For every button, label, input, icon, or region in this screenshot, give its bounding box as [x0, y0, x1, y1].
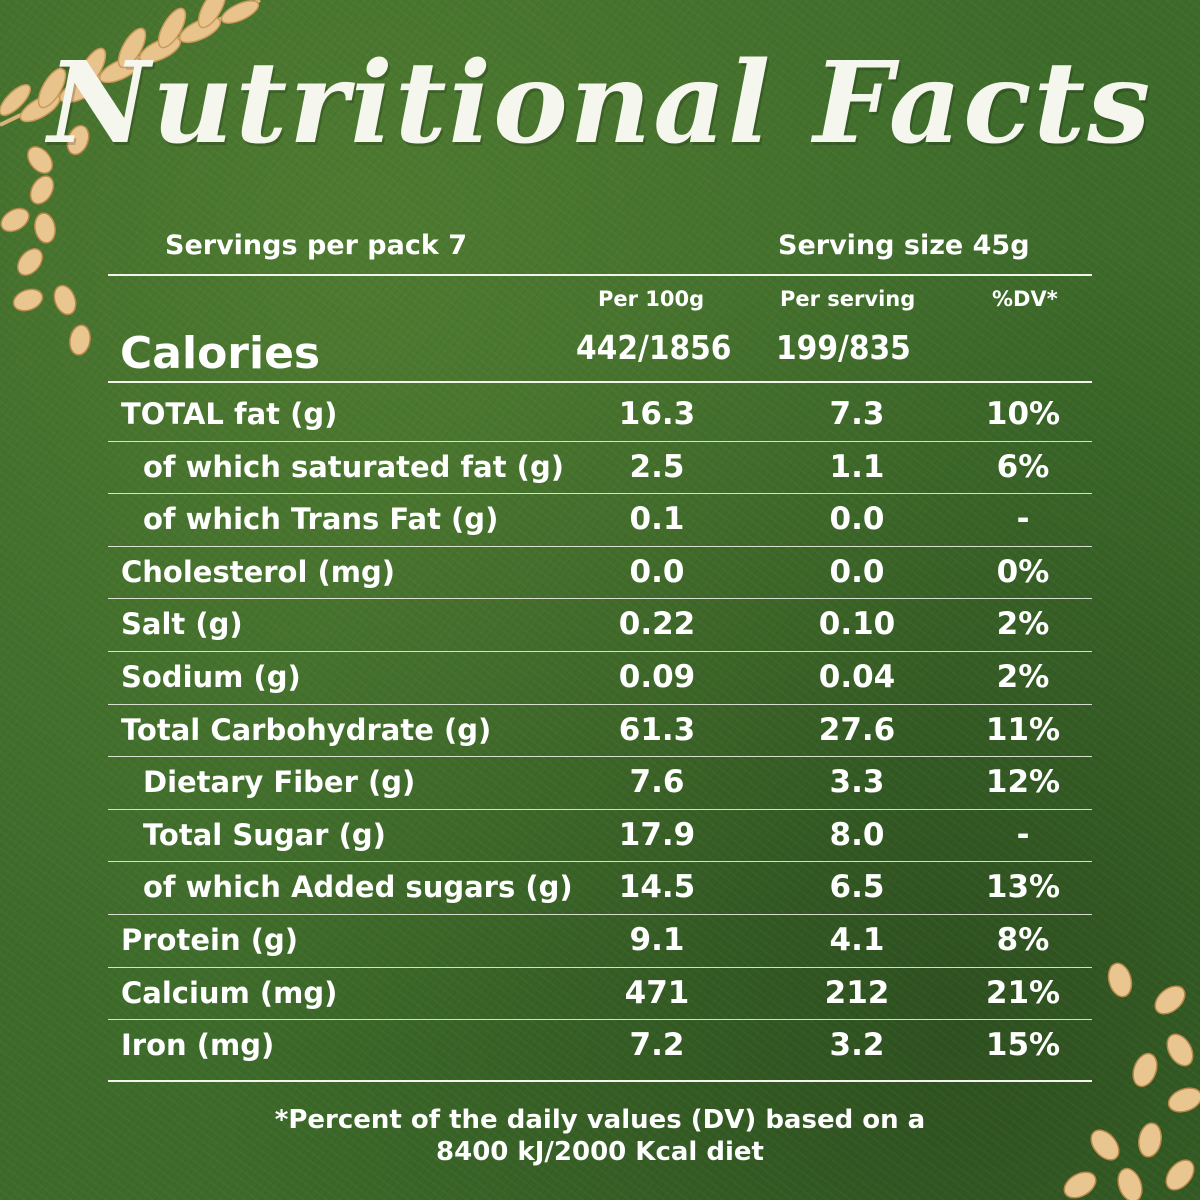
nutrient-label: Total Carbohydrate (g): [121, 712, 492, 747]
value-per-serving: 3.3: [829, 764, 885, 801]
nutrient-label: of which Added sugars (g): [143, 870, 573, 905]
value-dv: 2%: [996, 606, 1050, 643]
footnote-line-2: 8400 kJ/2000 Kcal diet: [436, 1137, 764, 1167]
value-per-100g: 0.1: [629, 501, 685, 538]
column-header-per-100g: Per 100g: [598, 287, 705, 311]
value-per-100g: 14.5: [618, 869, 696, 906]
calories-per-100g: 442/1856: [576, 328, 732, 367]
value-dv: 21%: [985, 974, 1061, 1011]
divider-bottom: [108, 1080, 1092, 1082]
value-per-serving: 4.1: [829, 922, 885, 958]
nutrient-label: of which saturated fat (g): [143, 449, 564, 484]
nutrient-label: Calcium (mg): [121, 975, 338, 1010]
nutrient-label: Dietary Fiber (g): [143, 765, 416, 800]
value-per-100g: 471: [624, 974, 690, 1011]
nutrient-label: Protein (g): [121, 923, 298, 957]
footnote: *Percent of the daily values (DV) based …: [0, 1104, 1200, 1168]
value-per-serving: 8.0: [829, 816, 885, 853]
value-per-serving: 212: [824, 974, 890, 1011]
divider-calories: [108, 381, 1092, 383]
value-dv: 6%: [996, 448, 1050, 485]
value-per-serving: 7.3: [829, 396, 885, 432]
divider-header: [108, 274, 1092, 276]
row-divider: [108, 651, 1092, 652]
value-dv: 11%: [985, 711, 1061, 748]
value-per-serving: 0.04: [818, 659, 896, 695]
value-dv: 2%: [996, 659, 1050, 695]
column-header-per-serving: Per serving: [780, 287, 916, 311]
value-per-serving: 0.0: [829, 501, 885, 538]
row-divider: [108, 809, 1092, 810]
value-dv: 12%: [985, 764, 1061, 801]
row-divider: [108, 704, 1092, 705]
row-divider: [108, 756, 1092, 757]
value-per-100g: 16.3: [618, 396, 696, 432]
value-per-serving: 6.5: [829, 869, 885, 906]
row-divider: [108, 967, 1092, 968]
servings-per-pack: Servings per pack 7: [165, 230, 467, 261]
value-per-serving: 0.0: [829, 553, 885, 590]
value-per-100g: 9.1: [629, 922, 685, 958]
value-per-100g: 0.09: [618, 659, 696, 695]
value-per-100g: 17.9: [618, 816, 696, 853]
value-per-100g: 7.6: [629, 764, 685, 801]
row-divider: [108, 598, 1092, 599]
value-dv: -: [1016, 816, 1030, 853]
value-per-100g: 7.2: [629, 1027, 685, 1064]
value-dv: -: [1016, 501, 1030, 538]
row-divider: [108, 493, 1092, 494]
value-per-100g: 0.22: [618, 606, 696, 643]
value-per-100g: 61.3: [618, 711, 696, 748]
row-divider: [108, 914, 1092, 915]
nutrient-label: Iron (mg): [121, 1028, 275, 1063]
page-title: Nutritional Facts: [47, 38, 1153, 169]
nutrient-label: of which Trans Fat (g): [143, 502, 499, 537]
column-header-dv: %DV*: [992, 287, 1058, 311]
row-divider: [108, 546, 1092, 547]
nutrient-label: TOTAL fat (g): [121, 397, 338, 431]
value-per-serving: 1.1: [829, 448, 885, 485]
row-divider: [108, 1019, 1092, 1020]
value-dv: 8%: [996, 922, 1050, 958]
nutrient-label: Total Sugar (g): [143, 817, 386, 852]
value-dv: 15%: [985, 1027, 1061, 1064]
footnote-line-1: *Percent of the daily values (DV) based …: [274, 1105, 926, 1135]
value-dv: 0%: [996, 553, 1050, 590]
calories-per-serving: 199/835: [776, 328, 911, 367]
calories-label: Calories: [120, 328, 321, 379]
nutrient-label: Sodium (g): [121, 660, 301, 694]
row-divider: [108, 861, 1092, 862]
nutrient-label: Salt (g): [121, 607, 243, 642]
value-per-serving: 3.2: [829, 1027, 885, 1064]
serving-size: Serving size 45g: [778, 230, 1030, 261]
value-dv: 13%: [985, 869, 1061, 906]
value-dv: 10%: [985, 396, 1061, 432]
value-per-serving: 27.6: [818, 711, 896, 748]
row-divider: [108, 441, 1092, 442]
value-per-100g: 2.5: [629, 448, 685, 485]
nutrient-label: Cholesterol (mg): [121, 554, 395, 589]
value-per-serving: 0.10: [818, 606, 896, 643]
value-per-100g: 0.0: [629, 553, 685, 590]
